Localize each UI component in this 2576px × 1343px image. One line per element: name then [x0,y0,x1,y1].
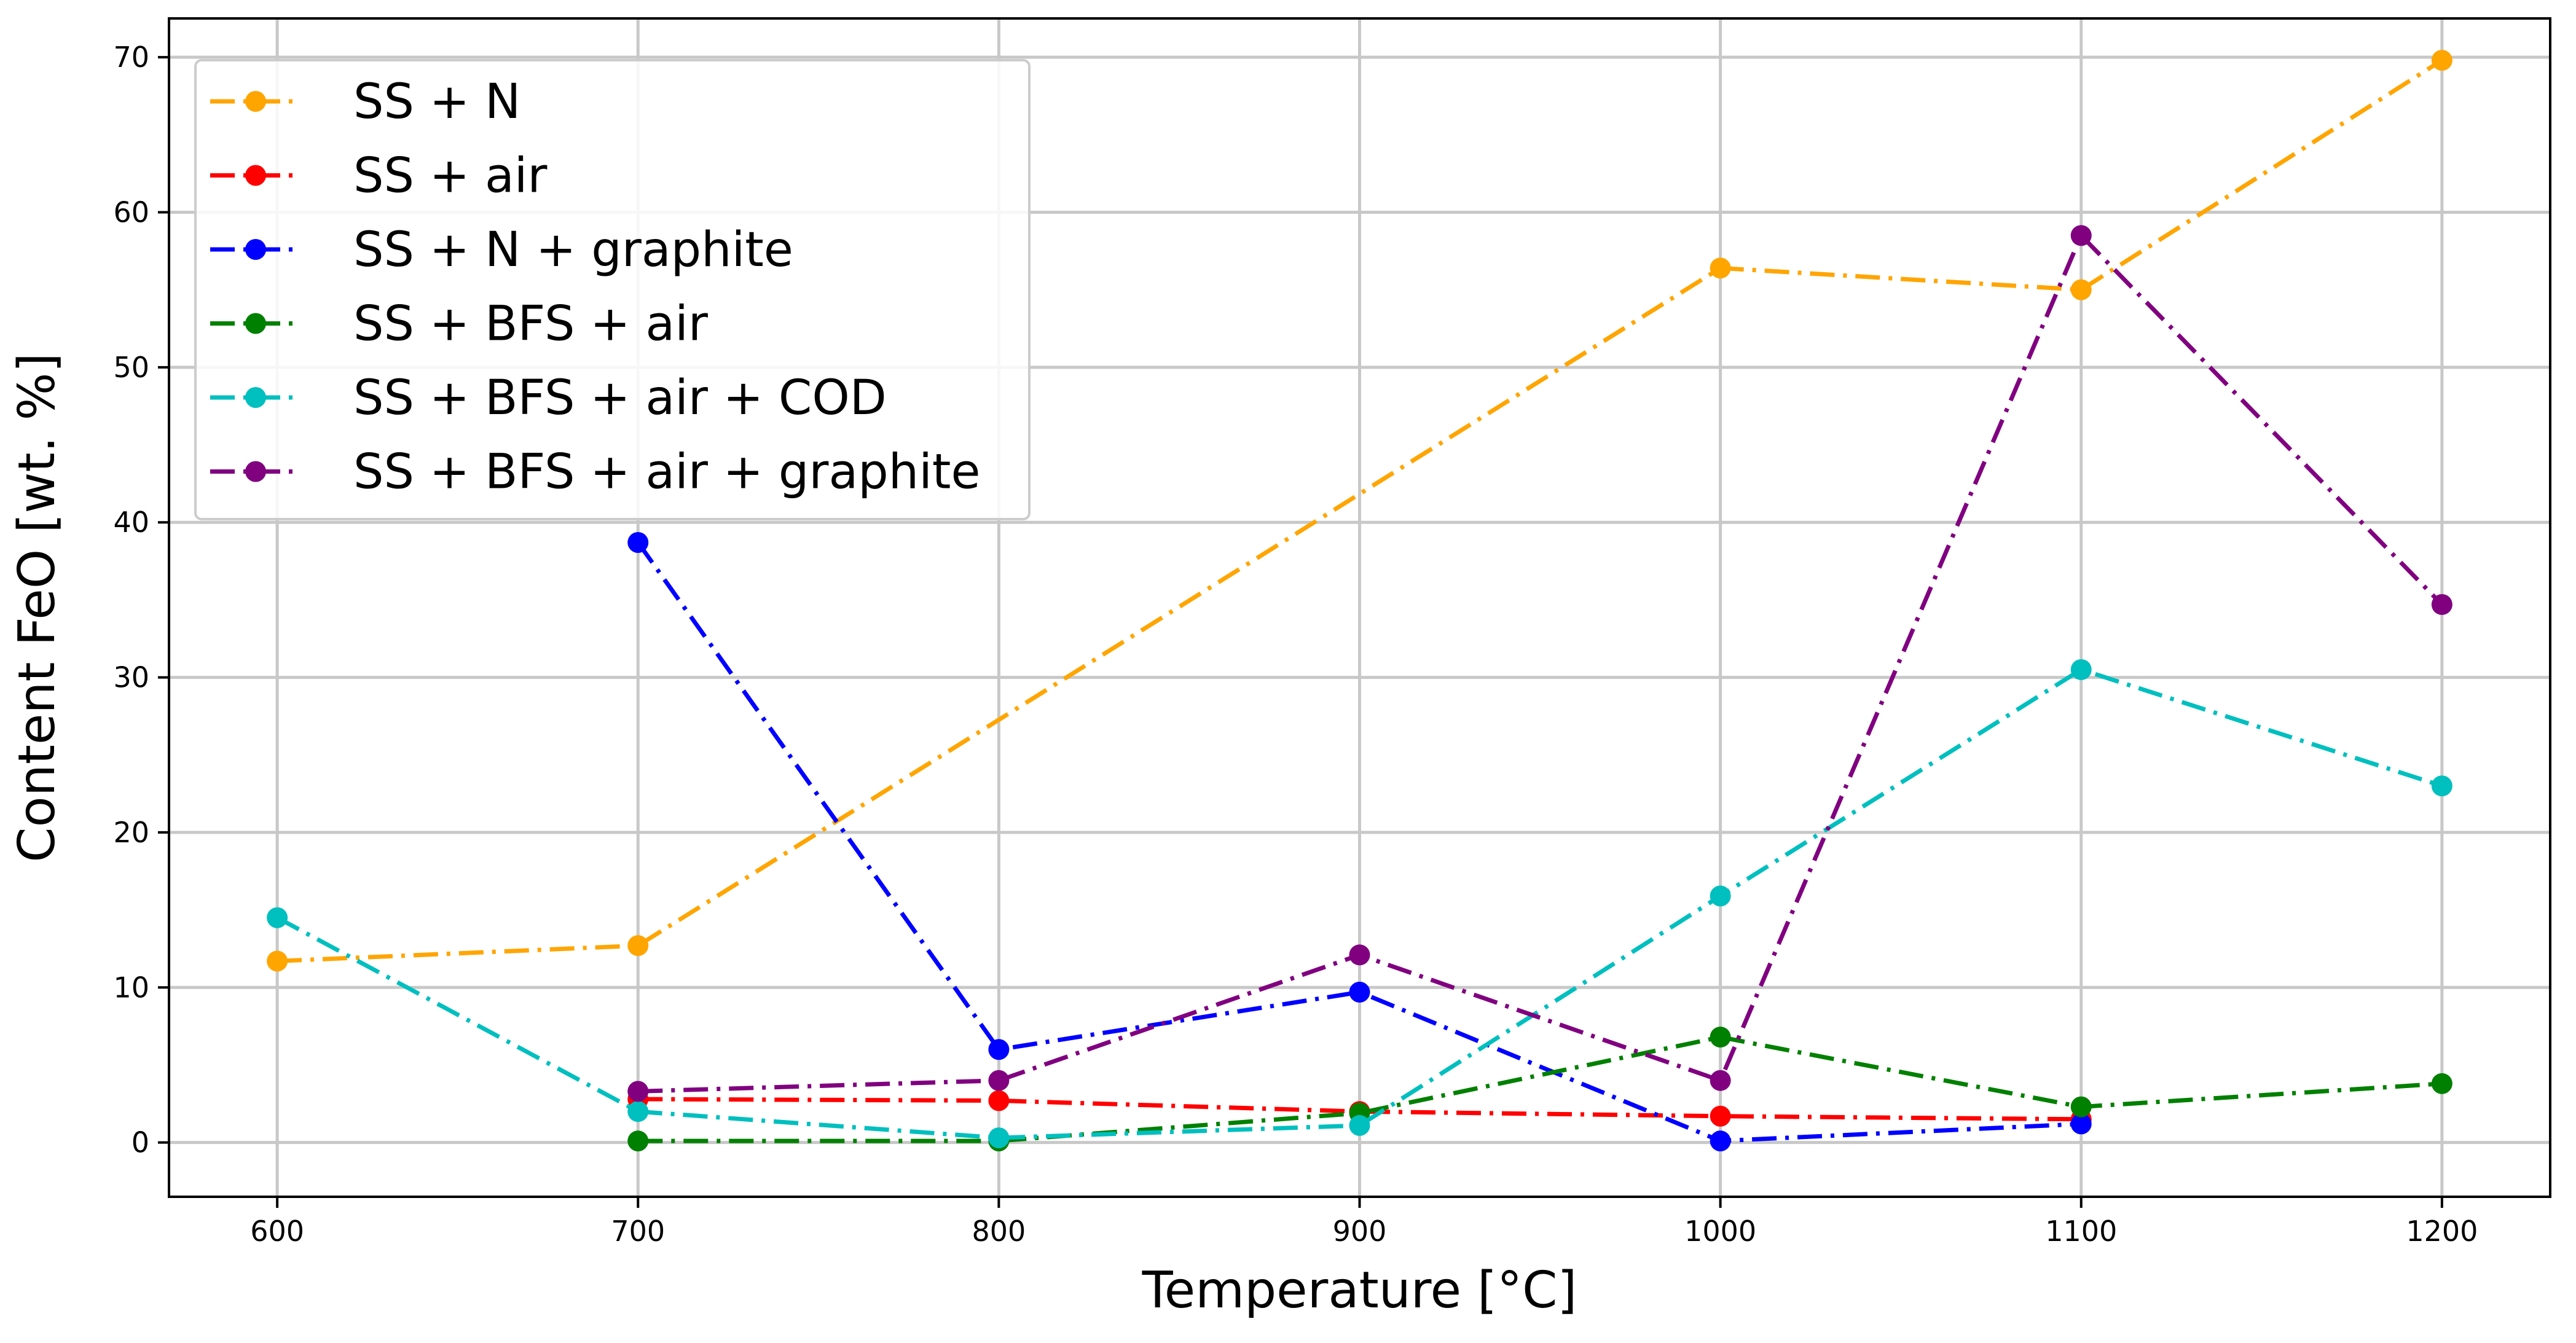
legend: SS + N SS + air SS + N + graphite SS + BFS … [194,59,1031,520]
y-tick-label: 60 [113,195,149,229]
y-tick-label: 0 [132,1126,149,1159]
legend-label: SS + N + graphite [353,222,793,278]
x-axis-label: Temperature [°C] [1142,1261,1577,1320]
data-point [988,1070,1010,1091]
series-0 [267,50,2452,972]
data-point [1710,1105,1731,1127]
data-point [2070,279,2092,300]
series-layer [267,50,2452,1152]
series-5 [627,225,2452,1102]
legend-item: SS + BFS + air [210,297,709,352]
data-point [627,1101,649,1122]
data-point [627,532,649,554]
y-tick-label: 40 [113,506,149,539]
series-line [638,233,2444,1094]
x-axis: 600 700 800 900 1000 1100 1200 [250,1197,2478,1248]
data-point [2431,50,2452,71]
x-tick-label: 700 [611,1215,665,1248]
data-point [1710,257,1731,279]
data-point [1349,944,1370,966]
legend-item: SS + BFS + air + graphite [210,445,980,500]
x-tick-label: 1100 [2045,1215,2117,1248]
legend-marker [245,461,266,482]
y-tick-label: 10 [113,971,149,1004]
legend-marker [245,239,266,260]
data-point [627,935,649,957]
x-tick-label: 1200 [2406,1215,2478,1248]
series-4 [267,659,2452,1149]
legend-item: SS + N [210,74,520,130]
data-point [988,1090,1010,1111]
data-point [267,907,288,928]
data-point [1710,885,1731,907]
data-point [1710,1130,1731,1152]
x-tick-label: 600 [250,1215,304,1248]
legend-marker [245,313,266,334]
data-point [1349,981,1370,1003]
data-point [2070,1096,2092,1118]
data-point [627,1130,649,1152]
legend-item: SS + BFS + air + COD [210,370,887,426]
series-line [636,541,2081,1143]
data-point [2431,775,2452,797]
series-line [638,1035,2443,1143]
y-tick-label: 20 [113,816,149,849]
legend-marker [245,91,266,112]
y-axis: 0 10 20 30 40 50 60 70 [113,41,169,1159]
x-tick-label: 1000 [1684,1215,1756,1248]
legend-item: SS + air [210,149,548,204]
legend-label: SS + BFS + air [353,297,709,352]
y-tick-label: 70 [113,41,149,74]
legend-marker [245,387,266,408]
data-point [627,1081,649,1102]
data-point [1349,1114,1370,1136]
legend-label: SS + BFS + air + COD [353,370,887,426]
data-point [2431,593,2452,615]
data-point [2431,1073,2452,1094]
legend-label: SS + air [353,149,548,204]
data-point [267,950,288,972]
series-line [638,1097,2081,1122]
data-point [2070,1113,2092,1135]
y-tick-label: 30 [113,661,149,694]
y-tick-label: 50 [113,351,149,384]
legend-label: SS + N [353,74,520,130]
legend-box [194,59,1031,520]
data-point [1710,1070,1731,1091]
data-point [2070,659,2092,680]
x-tick-label: 900 [1333,1215,1387,1248]
data-point [2070,225,2092,246]
data-point [988,1039,1010,1060]
legend-label: SS + BFS + air + graphite [353,445,980,500]
data-point [988,1127,1010,1149]
y-axis-label: Content FeO [wt. %] [8,353,66,862]
legend-marker [245,165,266,186]
legend-item: SS + N + graphite [210,222,793,278]
data-point [1710,1027,1731,1048]
series-2 [627,532,2092,1152]
x-tick-label: 800 [972,1215,1026,1248]
